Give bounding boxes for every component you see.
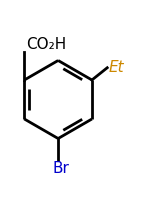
Text: Et: Et — [109, 60, 124, 75]
Text: Br: Br — [52, 161, 69, 176]
Text: CO₂H: CO₂H — [26, 37, 66, 52]
